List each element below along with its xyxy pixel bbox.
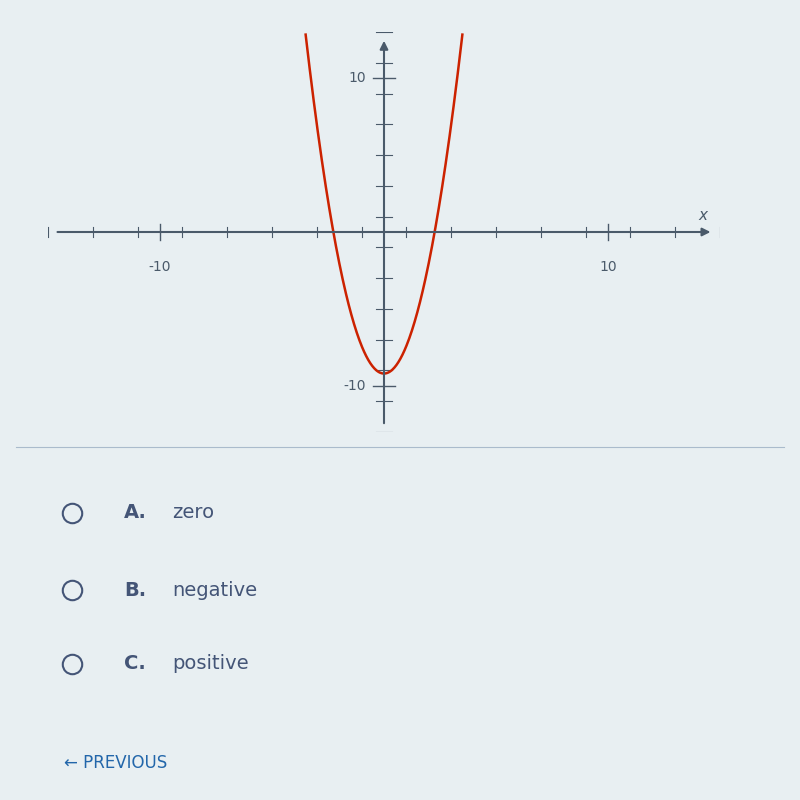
Text: positive: positive bbox=[172, 654, 249, 674]
Text: -10: -10 bbox=[343, 379, 366, 393]
Text: zero: zero bbox=[172, 503, 214, 522]
Text: -10: -10 bbox=[149, 260, 171, 274]
Text: ← PREVIOUS: ← PREVIOUS bbox=[64, 754, 167, 772]
Text: B.: B. bbox=[124, 581, 146, 600]
Text: 10: 10 bbox=[349, 71, 366, 85]
Text: C.: C. bbox=[124, 654, 146, 674]
Text: x: x bbox=[698, 208, 708, 222]
Text: 10: 10 bbox=[599, 260, 617, 274]
Text: A.: A. bbox=[124, 503, 147, 522]
Text: negative: negative bbox=[172, 581, 257, 600]
